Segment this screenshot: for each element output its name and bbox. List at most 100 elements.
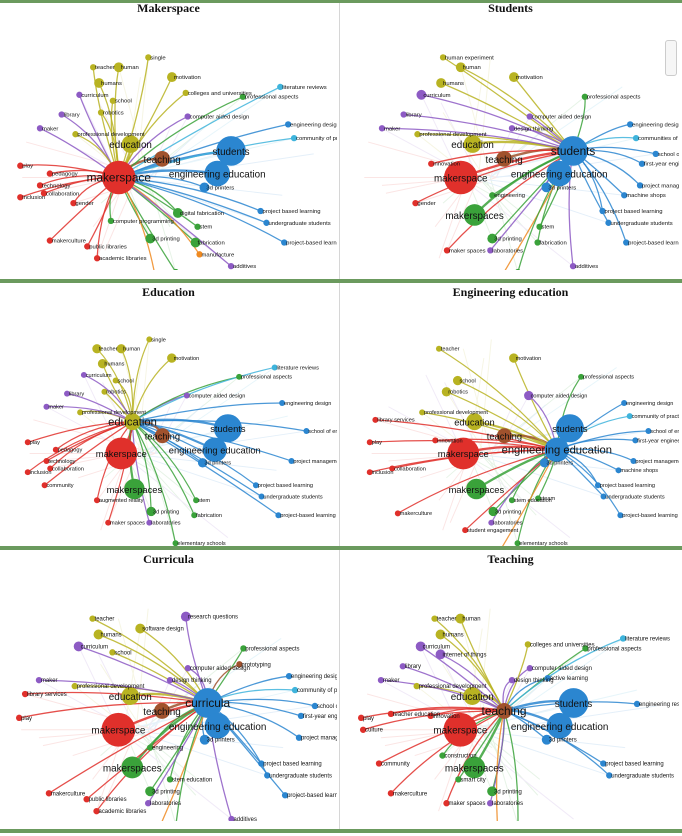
network-node: [486, 800, 494, 807]
node-label: gender: [417, 201, 435, 207]
network-node: [441, 387, 452, 397]
network-node: [41, 482, 48, 489]
network-node: [93, 807, 100, 815]
network-node: [191, 512, 198, 519]
node-label: library: [405, 664, 421, 670]
network-node: [35, 676, 43, 684]
network-node: [45, 790, 53, 797]
network-node: [372, 416, 379, 423]
node-label: community of practice: [632, 414, 679, 420]
network-node: [626, 121, 634, 128]
network-node: [455, 62, 466, 73]
network-node: [43, 457, 50, 464]
node-label: project based learning: [600, 483, 655, 489]
node-label: makerculture: [400, 511, 432, 517]
node-label: project management: [293, 459, 337, 465]
network-node: [526, 665, 534, 672]
network-node: [284, 121, 292, 128]
network-node: [172, 208, 183, 218]
network-node: [297, 712, 305, 720]
network-node: [36, 182, 44, 189]
node-label: school: [460, 378, 476, 384]
node-label: maker: [384, 126, 400, 132]
scrollbar[interactable]: [665, 40, 677, 76]
node-label: makerspaces: [449, 485, 505, 495]
network-edge: [19, 702, 208, 719]
node-label: curricula: [185, 696, 230, 710]
separator: [0, 829, 682, 833]
node-label: 3d printers: [549, 738, 577, 744]
node-label: school of engineering: [308, 429, 337, 435]
node-label: education: [109, 140, 152, 151]
node-label: community: [46, 483, 73, 489]
network-node: [447, 437, 480, 470]
network-node: [295, 734, 303, 741]
network-node: [236, 373, 243, 380]
node-label: professional development: [82, 410, 146, 416]
network-node: [443, 247, 451, 254]
network-edge: [131, 421, 177, 544]
node-label: 3d printing: [494, 789, 522, 795]
node-label: library: [69, 392, 84, 398]
network-edge: [55, 421, 133, 451]
node-label: computer aided design: [190, 114, 250, 120]
network-edge: [434, 618, 505, 712]
node-label: technology: [42, 183, 71, 189]
network-node: [606, 772, 613, 779]
network-node: [428, 160, 435, 167]
network-node: [582, 645, 589, 652]
separator: [0, 279, 682, 283]
network-node: [116, 344, 126, 354]
node-label: professional aspects: [583, 375, 634, 381]
node-label: professional aspects: [245, 646, 299, 652]
network-node: [193, 497, 200, 504]
network-node: [146, 506, 156, 517]
node-label: collaboration: [394, 466, 426, 472]
network-node: [599, 207, 606, 215]
network-node: [121, 135, 140, 153]
network-node: [534, 239, 541, 246]
node-label: makerculture: [51, 791, 86, 797]
node-label: curriculum: [423, 644, 450, 650]
network-node: [569, 263, 577, 270]
node-label: literature reviews: [625, 636, 670, 642]
node-label: play: [372, 440, 382, 446]
network-node: [626, 413, 633, 420]
network-node: [439, 752, 446, 759]
divider: [339, 3, 340, 279]
node-label: teaching: [144, 155, 181, 166]
node-label: undergraduate students: [268, 221, 330, 227]
node-label: elementary schools: [177, 541, 226, 547]
network-node: [97, 109, 105, 116]
network-node: [80, 371, 87, 378]
network-node: [496, 702, 512, 719]
network-node: [24, 439, 31, 446]
node-label: project management: [301, 736, 337, 742]
node-label: school of engineering: [317, 704, 337, 710]
node-label: 3d printers: [548, 185, 576, 191]
network-edge: [503, 644, 529, 712]
network-node: [192, 688, 223, 718]
node-label: 3d printing: [494, 237, 522, 243]
node-label: community of practice: [296, 136, 337, 142]
node-label: fabrication: [540, 240, 567, 246]
node-label: makerspace: [87, 170, 152, 184]
separator: [0, 546, 682, 550]
node-label: teaching: [486, 155, 523, 166]
node-label: professional development: [77, 132, 144, 138]
network-node: [89, 615, 96, 622]
network-node: [121, 687, 140, 705]
network-node: [258, 760, 265, 767]
node-label: undergraduate students: [610, 221, 672, 227]
panel-education: Education education makerspace makerspaces s…: [0, 284, 337, 554]
panel-title: Makerspace: [137, 1, 200, 15]
network-node: [524, 390, 534, 401]
network-node: [145, 786, 156, 797]
network-node: [387, 710, 395, 718]
network-node: [228, 815, 235, 821]
node-label: curriculum: [86, 373, 112, 379]
network-node: [555, 414, 584, 443]
network-node: [508, 125, 516, 132]
network-node: [227, 263, 235, 270]
node-label: colleges and universities: [530, 642, 595, 648]
